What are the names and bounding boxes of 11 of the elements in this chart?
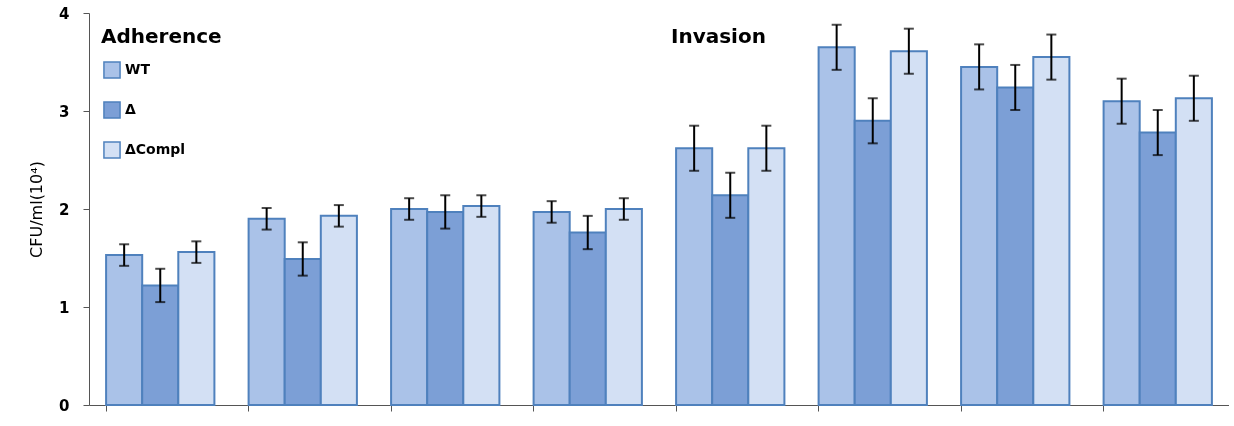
annotation: Invasion [671,24,766,48]
legend-label: ΔCompl [125,141,186,157]
y-tick-label: 3 [59,102,70,121]
y-tick-label: 0 [59,396,70,415]
y-tick-label: 4 [59,4,70,23]
legend-label: Δ [125,101,136,117]
y-tick-label: 2 [59,200,70,219]
y-tick-label: 1 [59,298,70,317]
annotation: Adherence [101,24,222,48]
y-axis-title: CFU/ml(10⁴) [27,161,47,258]
legend-label: WT [125,61,151,77]
